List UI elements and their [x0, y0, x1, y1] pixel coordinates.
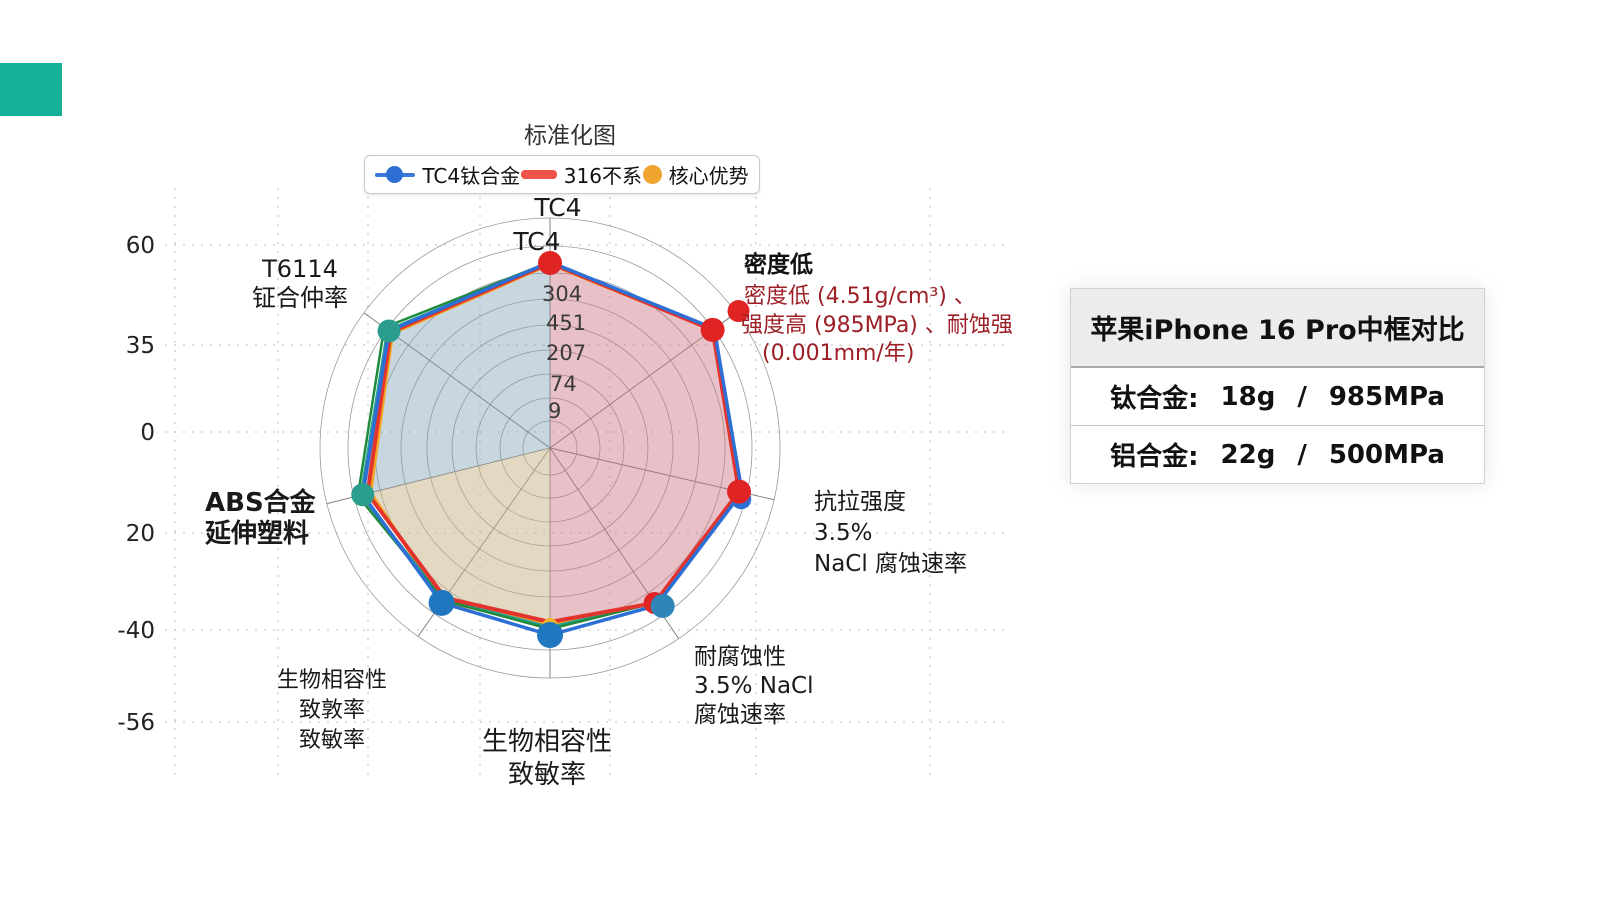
y-axis-tick: -56 — [117, 710, 155, 736]
axis-label-abs: ABS合金 延伸塑料 — [205, 488, 316, 549]
density-annotation-line2: 强度高 (985MPa) 、耐蚀强 — [741, 313, 1013, 338]
table-title: 苹果iPhone 16 Pro中框对比 — [1071, 289, 1484, 368]
axis-label-tc4-inner: TC4 — [513, 227, 561, 256]
axis-label-bio-bottom: 生物相容性 致敏率 — [481, 727, 612, 790]
material-strength: 985MPa — [1328, 381, 1445, 412]
y-axis-tick: -40 — [117, 618, 155, 644]
legend-item-316[interactable]: 316不系 — [520, 160, 642, 189]
chart-title: 标准化图 — [524, 123, 616, 149]
separator: / — [1297, 439, 1307, 470]
comparison-table: 苹果iPhone 16 Pro中框对比 钛合金: 18g / 985MPa 铝合… — [1070, 288, 1485, 484]
axis-label-bio-lower-left: 生物相容性 致敦率 致敏率 — [276, 668, 387, 753]
y-axis-tick: 60 — [125, 233, 155, 259]
material-weight: 22g — [1220, 439, 1276, 470]
material-name: 铝合金: — [1110, 442, 1199, 472]
material-name: 钛合金: — [1110, 384, 1199, 414]
legend-label: TC4钛合金 — [422, 164, 521, 188]
table-row-aluminum: 铝合金: 22g / 500MPa — [1071, 426, 1484, 483]
legend-item-tc4[interactable]: TC4钛合金 — [375, 160, 520, 189]
radial-tick: 9 — [548, 399, 562, 423]
table-row-titanium: 钛合金: 18g / 985MPa — [1071, 368, 1484, 426]
axis-label-corrosion: 耐腐蚀性 3.5% NaCl 腐蚀速率 — [694, 644, 814, 728]
red-line-marker-icon — [520, 170, 557, 179]
legend-label: 核心优势 — [668, 164, 749, 188]
separator: / — [1297, 381, 1307, 412]
radial-tick: 451 — [546, 311, 587, 335]
axis-label-tensile: 抗拉强度 3.5% NaCl 腐蚀速率 — [814, 489, 968, 577]
y-axis-tick: 35 — [125, 333, 155, 359]
density-annotation-line3: (0.001mm/年) — [762, 341, 915, 366]
radial-tick: 304 — [542, 282, 583, 306]
y-axis-tick: 0 — [140, 420, 155, 446]
axis-label-density: 密度低 — [744, 252, 813, 278]
legend-item-core[interactable]: 核心优势 — [642, 160, 749, 189]
chart-legend: TC4钛合金 316不系 核心优势 — [364, 155, 760, 194]
legend-label: 316不系 — [563, 164, 642, 188]
material-strength: 500MPa — [1328, 439, 1445, 470]
blue-line-marker-icon — [375, 165, 416, 183]
radial-tick: 207 — [546, 341, 587, 365]
orange-dot-marker-icon — [642, 165, 662, 184]
y-axis-tick: 20 — [125, 521, 155, 547]
axis-label-t6: T6114 钲合仲率 — [252, 255, 348, 312]
material-weight: 18g — [1220, 381, 1276, 412]
density-annotation-line1: 密度低 (4.51g/cm³) 、 — [744, 284, 976, 309]
radial-tick: 74 — [550, 372, 577, 396]
axis-label-tc4-outer: TC4 — [534, 193, 582, 222]
teal-accent-block — [0, 63, 62, 116]
